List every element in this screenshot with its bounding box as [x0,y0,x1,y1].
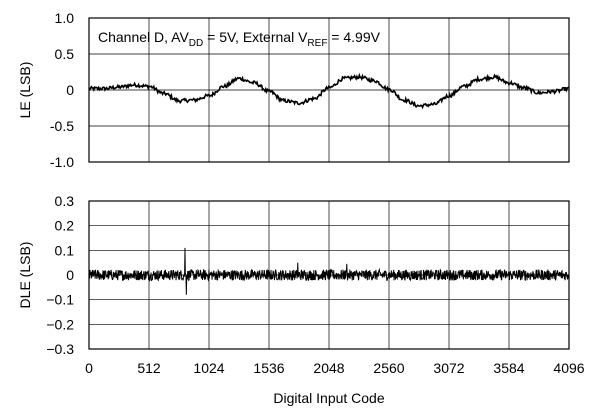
y-tick-label: 0.5 [55,46,75,62]
y-tick-label: 0 [66,267,74,283]
dle-y-axis-label: DLE (LSB) [17,242,33,309]
x-axis-label: Digital Input Code [273,390,385,406]
annotation-text: Channel D, AV [98,29,189,45]
x-tick-label: 3072 [433,360,464,376]
y-tick-label: −0.2 [46,316,74,332]
le-plot: 1.0 0.5 0 -0.5 -1.0 Channel D, AVDD = 5V, Ex… [17,10,570,170]
le-y-tick-labels: 1.0 0.5 0 -0.5 -1.0 [50,10,74,170]
le-annotation: Channel D, AVDD = 5V, External VREF = 4.… [98,29,381,49]
dle-plot: 0.3 0.2 0.1 0 −0.1 −0.2 −0.3 0 512 1024 1536 2048 2… [17,193,585,406]
x-tick-label: 1024 [193,360,224,376]
annotation-text: = 5V, External V [203,29,308,45]
y-tick-label: 1.0 [55,10,75,26]
y-tick-label: -1.0 [50,154,74,170]
le-y-axis-label: LE (LSB) [17,62,33,119]
dle-y-tick-labels: 0.3 0.2 0.1 0 −0.1 −0.2 −0.3 [46,193,74,357]
x-tick-label: 1536 [253,360,284,376]
dle-x-tick-labels: 0 512 1024 1536 2048 2560 3072 3584 4096 [85,360,585,376]
x-tick-label: 2560 [373,360,404,376]
y-tick-label: 0.3 [55,193,75,209]
y-tick-label: -0.5 [50,118,74,134]
y-tick-label: 0.1 [55,242,75,258]
le-series-line [88,72,570,110]
x-tick-label: 512 [137,360,161,376]
x-tick-label: 2048 [313,360,344,376]
le-grid [89,18,569,162]
annotation-subscript: DD [189,38,203,49]
dle-series-line [88,247,570,295]
annotation-text: = 4.99V [327,29,380,45]
x-tick-label: 0 [85,360,93,376]
y-tick-label: 0.2 [55,218,75,234]
y-tick-label: 0 [66,82,74,98]
y-tick-label: −0.3 [46,341,74,357]
x-tick-label: 4096 [553,360,584,376]
annotation-subscript: REF [307,38,327,49]
x-tick-label: 3584 [493,360,524,376]
y-tick-label: −0.1 [46,292,74,308]
